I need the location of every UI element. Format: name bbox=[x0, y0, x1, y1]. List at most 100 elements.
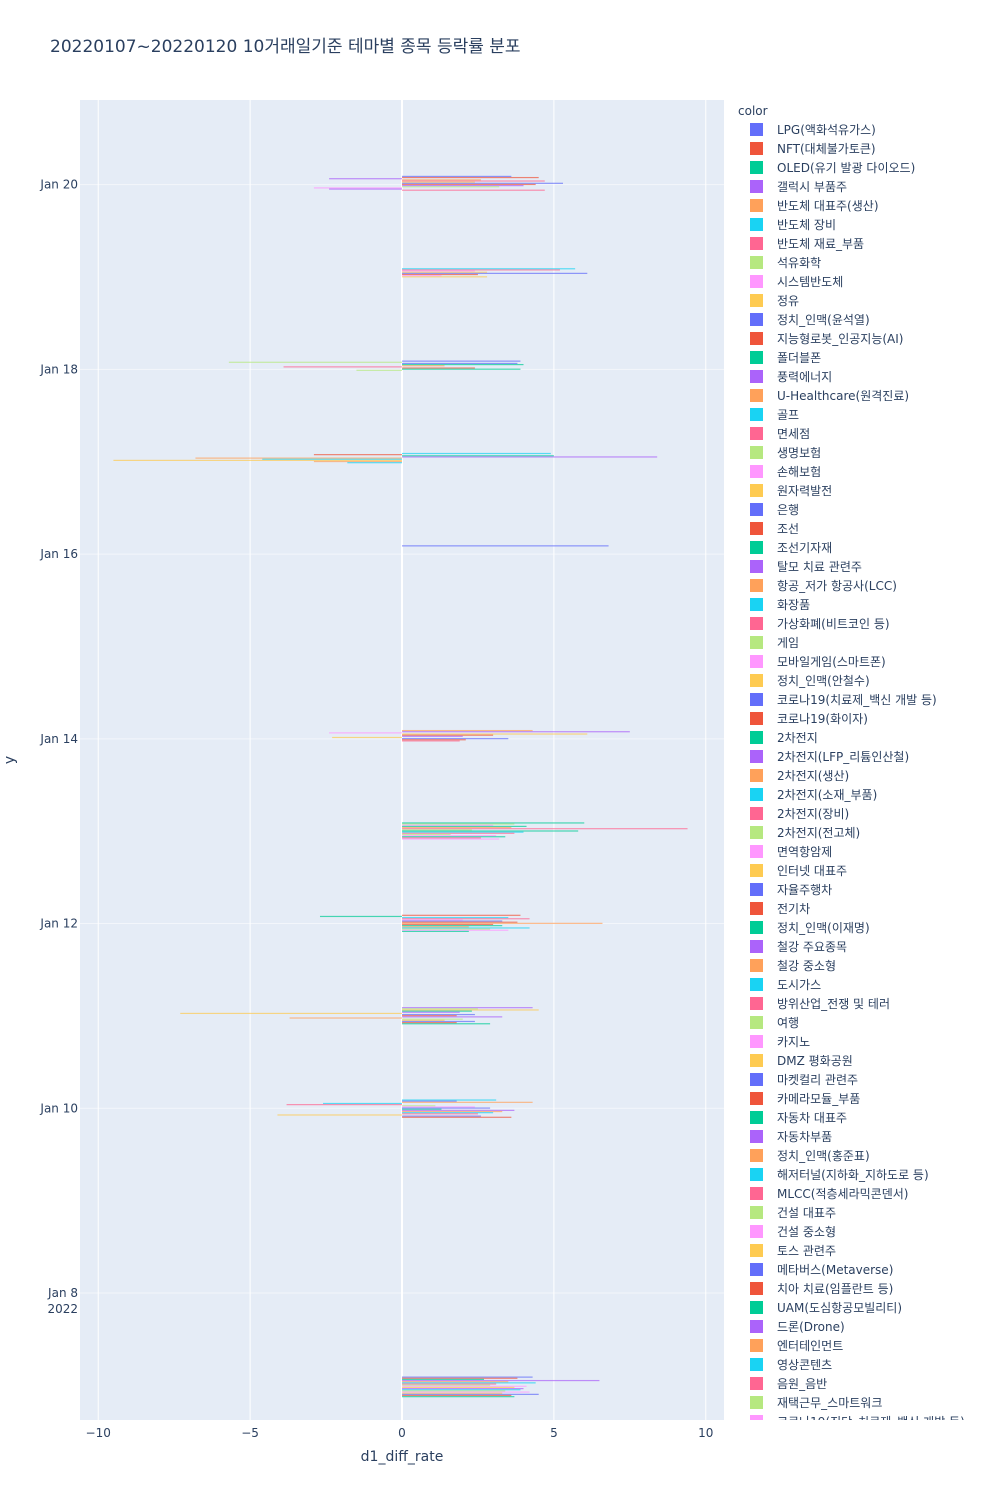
bar[interactable] bbox=[402, 452, 551, 455]
legend-item[interactable]: 석유화학 bbox=[750, 253, 821, 272]
legend-item[interactable]: 게임 bbox=[750, 633, 799, 652]
bar[interactable] bbox=[402, 1099, 497, 1101]
bar[interactable] bbox=[402, 1010, 472, 1012]
bar[interactable] bbox=[402, 1113, 478, 1115]
bar[interactable] bbox=[402, 456, 658, 458]
legend-item[interactable]: 골프 bbox=[750, 405, 799, 424]
legend-item[interactable]: 가상화폐(비트코인 등) bbox=[750, 614, 890, 633]
legend-item[interactable]: 마켓컬리 관련주 bbox=[750, 1070, 858, 1089]
legend-item[interactable]: 원자력발전 bbox=[750, 481, 832, 500]
legend-item[interactable]: 면역항암제 bbox=[750, 842, 832, 861]
bar[interactable] bbox=[402, 1107, 491, 1109]
legend-item[interactable]: 2차전지(LFP_리튬인산철) bbox=[750, 747, 909, 766]
legend-item[interactable]: 치아 치료(임플란트 등) bbox=[750, 1279, 893, 1298]
bar[interactable] bbox=[402, 181, 475, 183]
bar[interactable] bbox=[402, 1384, 491, 1386]
legend-item[interactable]: 시스템반도체 bbox=[750, 272, 843, 291]
bar[interactable] bbox=[402, 1109, 515, 1111]
bar[interactable] bbox=[402, 1394, 512, 1397]
legend-item[interactable]: 조선기자재 bbox=[750, 538, 832, 557]
bar[interactable] bbox=[402, 1393, 539, 1395]
bar[interactable] bbox=[402, 922, 603, 924]
bar[interactable] bbox=[402, 175, 512, 178]
legend-item[interactable]: 화장품 bbox=[750, 595, 810, 614]
bar[interactable] bbox=[402, 1381, 509, 1383]
bar[interactable] bbox=[402, 179, 481, 181]
legend-item[interactable]: 여행 bbox=[750, 1013, 799, 1032]
bar[interactable] bbox=[402, 833, 451, 836]
bar[interactable] bbox=[402, 1108, 442, 1110]
bar[interactable] bbox=[313, 187, 402, 189]
legend-item[interactable]: 도시가스 bbox=[750, 975, 821, 994]
bar[interactable] bbox=[402, 455, 554, 457]
legend-item[interactable]: 은행 bbox=[750, 500, 799, 519]
bar[interactable] bbox=[402, 823, 515, 825]
legend-item[interactable]: 폴더블폰 bbox=[750, 348, 821, 367]
bar[interactable] bbox=[402, 1385, 527, 1387]
bar[interactable] bbox=[402, 275, 442, 277]
bar[interactable] bbox=[402, 1007, 533, 1009]
legend-item[interactable]: 재택근무_스마트워크 bbox=[750, 1393, 882, 1412]
bar[interactable] bbox=[402, 1022, 457, 1024]
legend-item[interactable]: 2차전지 bbox=[750, 728, 818, 747]
bar[interactable] bbox=[329, 178, 402, 180]
bar[interactable] bbox=[402, 919, 463, 921]
bar[interactable] bbox=[286, 1104, 402, 1106]
legend-item[interactable]: 코로나19(화이자) bbox=[750, 709, 868, 728]
bar[interactable] bbox=[402, 928, 491, 930]
bar[interactable] bbox=[402, 733, 588, 735]
bar[interactable] bbox=[402, 268, 576, 270]
bar[interactable] bbox=[283, 366, 402, 368]
bar[interactable] bbox=[402, 729, 533, 732]
bar[interactable] bbox=[277, 1114, 402, 1116]
bar[interactable] bbox=[402, 1383, 497, 1385]
bar[interactable] bbox=[402, 1110, 503, 1113]
bar[interactable] bbox=[402, 917, 509, 919]
bar[interactable] bbox=[402, 930, 469, 933]
bar[interactable] bbox=[402, 362, 518, 365]
bar[interactable] bbox=[402, 837, 481, 839]
bar[interactable] bbox=[402, 734, 494, 736]
legend-item[interactable]: 모바일게임(스마트폰) bbox=[750, 652, 886, 671]
bar[interactable] bbox=[402, 1377, 518, 1379]
bar[interactable] bbox=[402, 923, 494, 926]
bar[interactable] bbox=[402, 1388, 524, 1390]
legend-item[interactable]: 지능형로봇_인공지능(AI) bbox=[750, 329, 903, 348]
legend-item[interactable]: 영상콘텐츠 bbox=[750, 1355, 832, 1374]
bar[interactable] bbox=[402, 1009, 539, 1011]
legend-item[interactable]: 반도체 대표주(생산) bbox=[750, 196, 879, 215]
bar[interactable] bbox=[402, 1378, 485, 1381]
bar[interactable] bbox=[402, 1379, 600, 1382]
bar[interactable] bbox=[402, 182, 563, 184]
bar[interactable] bbox=[402, 1391, 530, 1393]
legend-item[interactable]: DMZ 평화공원 bbox=[750, 1051, 853, 1070]
legend-item[interactable]: 풍력에너지 bbox=[750, 367, 832, 386]
bar[interactable] bbox=[402, 367, 475, 369]
legend-item[interactable]: 2차전지(생산) bbox=[750, 766, 849, 785]
legend-item[interactable]: 정치_인맥(윤석열) bbox=[750, 310, 870, 329]
bar[interactable] bbox=[402, 838, 500, 840]
legend-item[interactable]: 손해보험 bbox=[750, 462, 821, 481]
bar[interactable] bbox=[402, 1015, 457, 1017]
legend-item[interactable]: 정치_인맥(이재명) bbox=[750, 918, 870, 937]
legend-item[interactable]: 건설 중소형 bbox=[750, 1222, 836, 1241]
bar[interactable] bbox=[402, 189, 545, 191]
legend-item[interactable]: 정유 bbox=[750, 291, 799, 310]
legend-item[interactable]: 2차전지(소재_부품) bbox=[750, 785, 877, 804]
bar[interactable] bbox=[402, 183, 536, 186]
bar[interactable] bbox=[262, 458, 402, 460]
bar[interactable] bbox=[402, 360, 521, 362]
bar[interactable] bbox=[323, 1102, 402, 1105]
bar[interactable] bbox=[402, 1013, 475, 1016]
legend-item[interactable]: LPG(액화석유가스) bbox=[750, 120, 876, 139]
bar[interactable] bbox=[402, 731, 630, 733]
legend-item[interactable]: 메타버스(Metaverse) bbox=[750, 1260, 893, 1279]
bar[interactable] bbox=[289, 1017, 402, 1019]
bar[interactable] bbox=[402, 829, 472, 831]
legend-item[interactable]: 정치_인맥(홍준표) bbox=[750, 1146, 870, 1165]
bar[interactable] bbox=[402, 929, 509, 931]
bar[interactable] bbox=[402, 176, 539, 179]
bar[interactable] bbox=[402, 273, 478, 276]
bar[interactable] bbox=[402, 1023, 491, 1025]
bar[interactable] bbox=[402, 1396, 515, 1398]
